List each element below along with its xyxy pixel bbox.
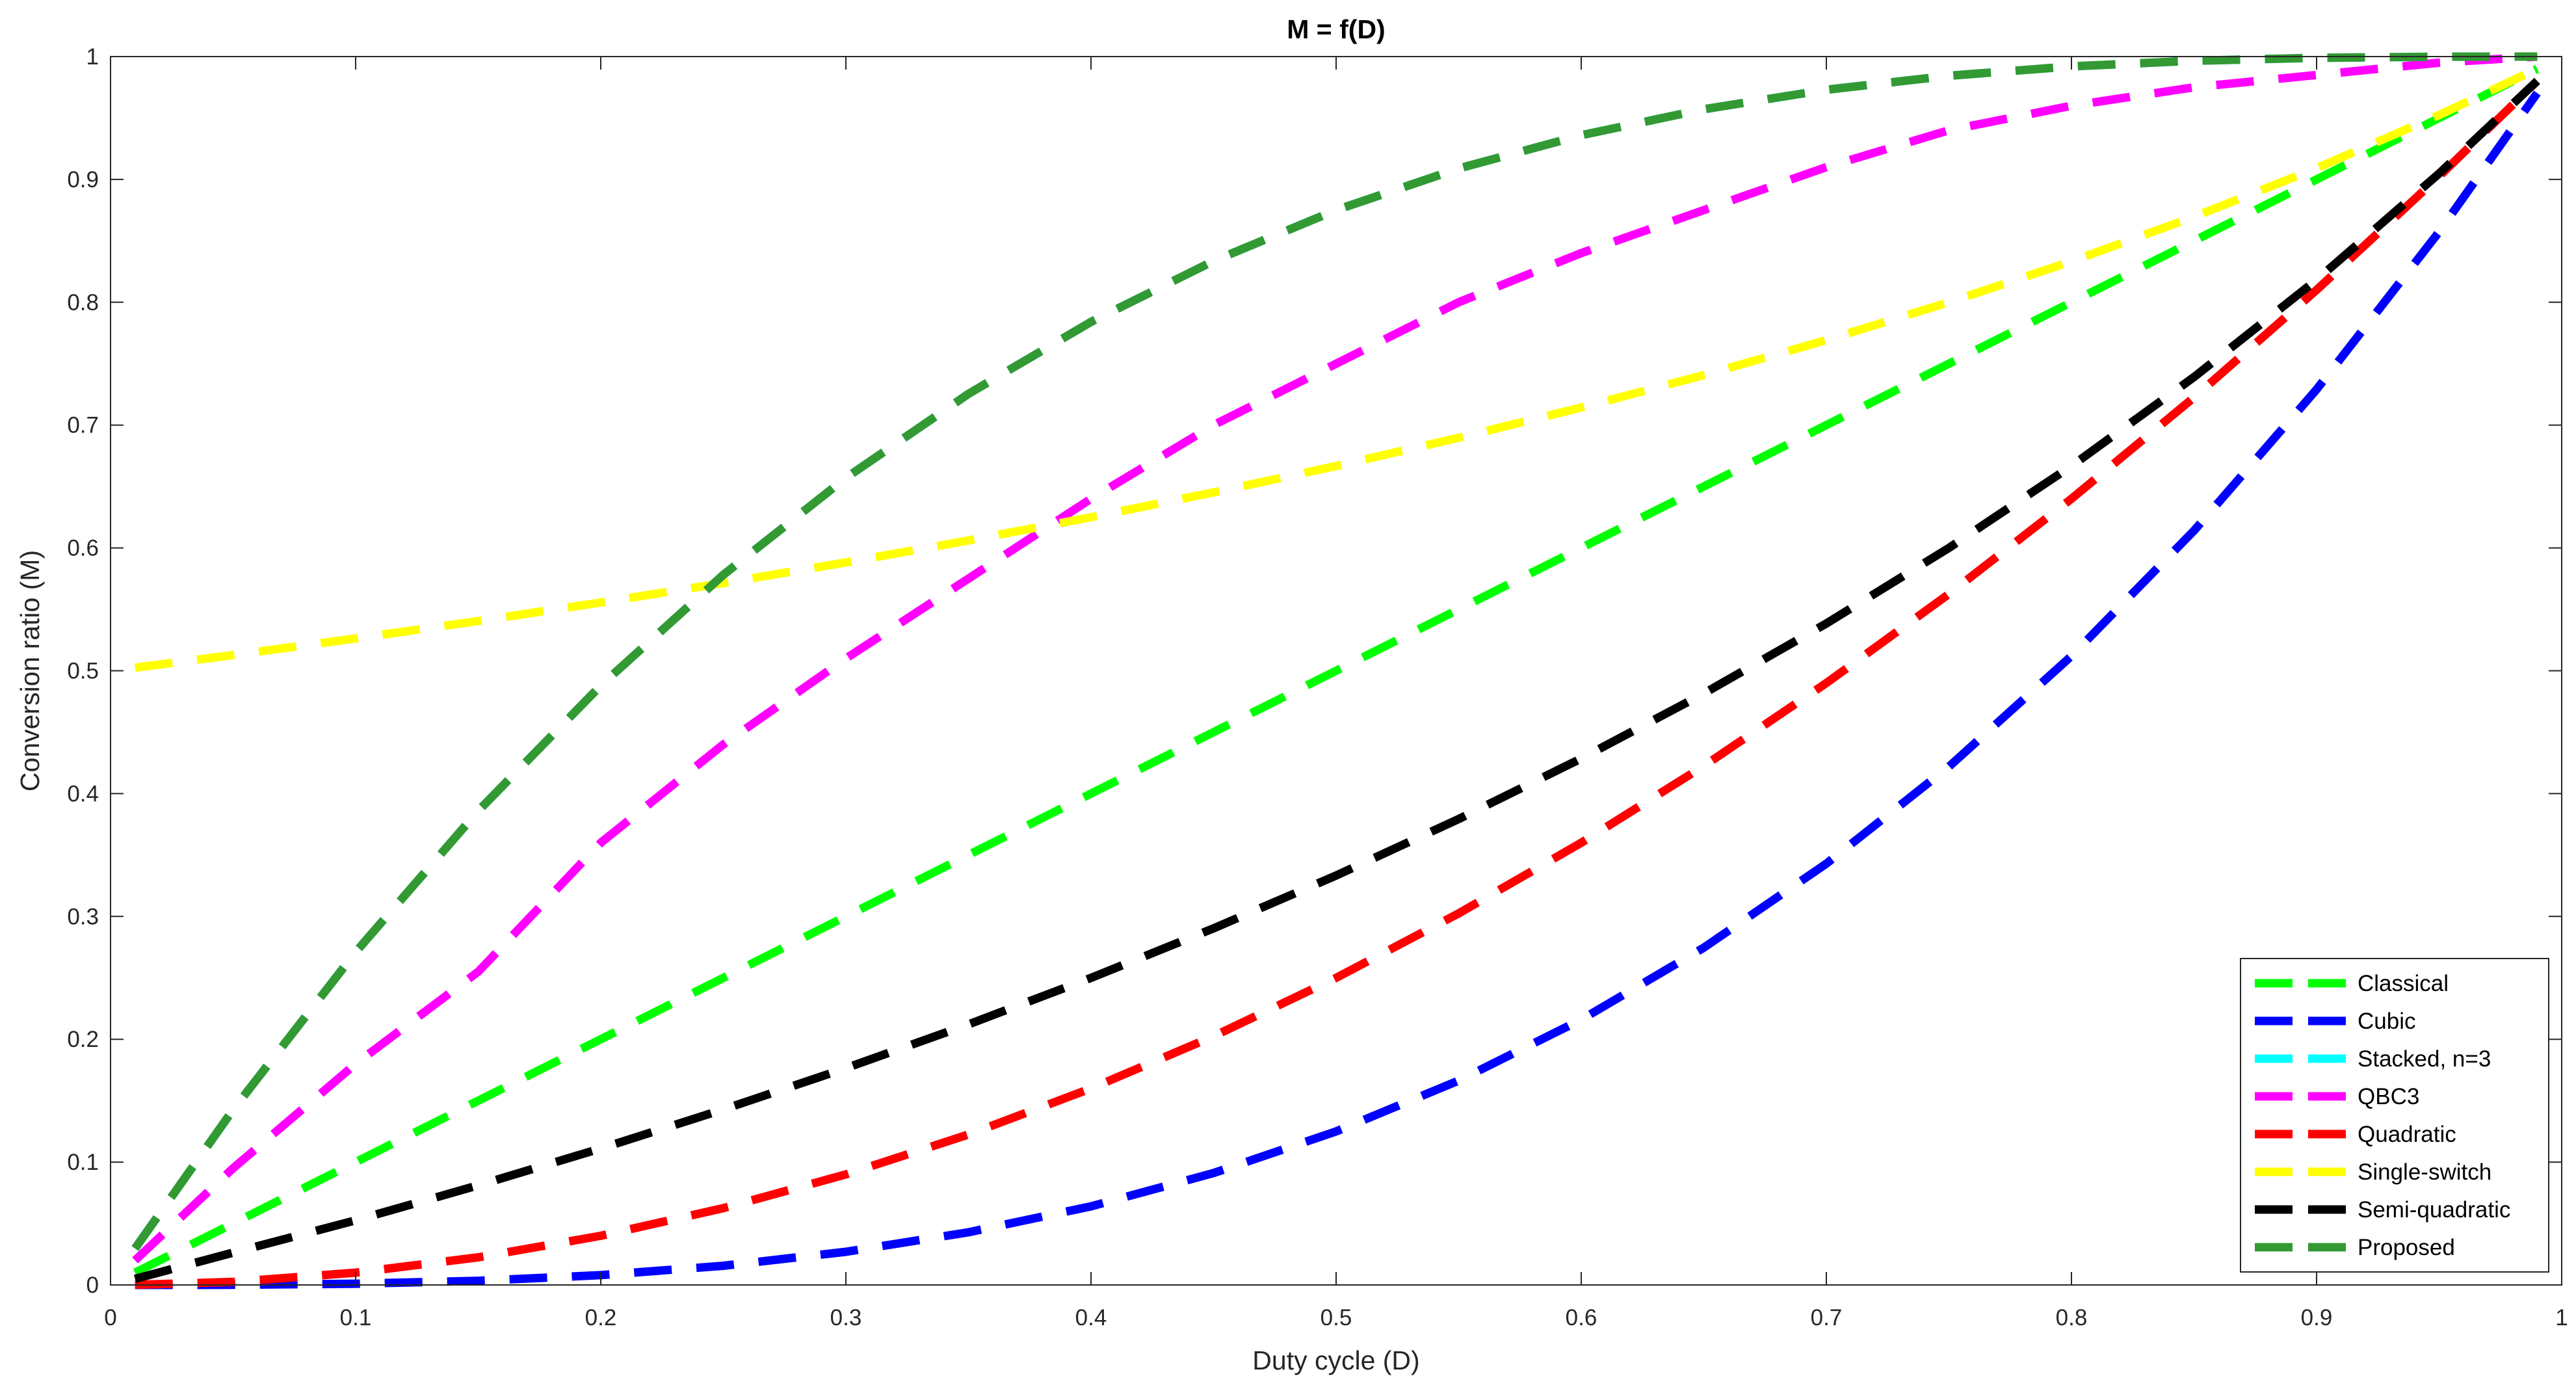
y-tick-label: 1 xyxy=(86,44,99,70)
legend-label: Quadratic xyxy=(2358,1122,2456,1147)
legend: Classical Cubic Stacked, n=3 QBC3 Quadratic S… xyxy=(2240,958,2549,1273)
legend-label: Cubic xyxy=(2358,1009,2415,1034)
series-line-single-switch xyxy=(134,64,2540,672)
y-tick-label: 0 xyxy=(86,1273,99,1298)
y-tick-label: 0.7 xyxy=(67,413,99,438)
series-line-cubic xyxy=(135,90,2541,1290)
x-tick-label: 0.9 xyxy=(2301,1305,2333,1330)
x-tick-label: 0.1 xyxy=(340,1305,372,1330)
legend-label: Proposed xyxy=(2358,1235,2455,1260)
x-tick-label: 0 xyxy=(104,1305,116,1330)
legend-label: Semi-quadratic xyxy=(2358,1197,2510,1223)
series-line-classical xyxy=(133,65,2540,1277)
legend-box xyxy=(2240,958,2549,1273)
legend-label: QBC3 xyxy=(2358,1084,2419,1109)
x-tick-label: 0.7 xyxy=(1811,1305,1843,1330)
y-tick-label: 0.1 xyxy=(67,1150,99,1175)
y-tick-label: 0.4 xyxy=(67,781,99,806)
y-tick-label: 0.6 xyxy=(67,536,99,561)
series-line-qbc3 xyxy=(132,52,2538,1263)
x-tick-label: 0.5 xyxy=(1321,1305,1352,1330)
y-axis: 0 0.1 0.2 0.3 0.4 0.5 0.6 0.7 0.8 0.9 1 xyxy=(67,44,2562,1298)
x-tick-label: 0.8 xyxy=(2056,1305,2088,1330)
x-tick-label: 1 xyxy=(2555,1305,2568,1330)
series-line-semi-quadratic xyxy=(134,77,2540,1283)
x-tick-label: 0.3 xyxy=(830,1305,862,1330)
x-axis: 0 0.1 0.2 0.3 0.4 0.5 0.6 0.7 0.8 0.9 1 xyxy=(104,57,2568,1330)
y-tick-label: 0.8 xyxy=(67,290,99,315)
x-tick-label: 0.4 xyxy=(1075,1305,1107,1330)
y-axis-label: Conversion ratio (M) xyxy=(15,550,45,791)
legend-label: Stacked, n=3 xyxy=(2358,1046,2491,1072)
series-layer xyxy=(131,52,2541,1290)
x-axis-label: Duty cycle (D) xyxy=(1252,1345,1419,1375)
legend-label: Single-switch xyxy=(2358,1159,2491,1185)
x-tick-label: 0.6 xyxy=(1566,1305,1597,1330)
y-tick-label: 0.3 xyxy=(67,904,99,929)
x-tick-label: 0.2 xyxy=(585,1305,617,1330)
y-tick-label: 0.5 xyxy=(67,659,99,684)
series-line-proposed xyxy=(131,52,2538,1251)
y-tick-label: 0.2 xyxy=(67,1027,99,1052)
y-tick-label: 0.9 xyxy=(67,167,99,192)
legend-label: Classical xyxy=(2358,971,2449,996)
chart-title: M = f(D) xyxy=(1287,14,1385,44)
series-line-quadratic xyxy=(135,77,2540,1290)
